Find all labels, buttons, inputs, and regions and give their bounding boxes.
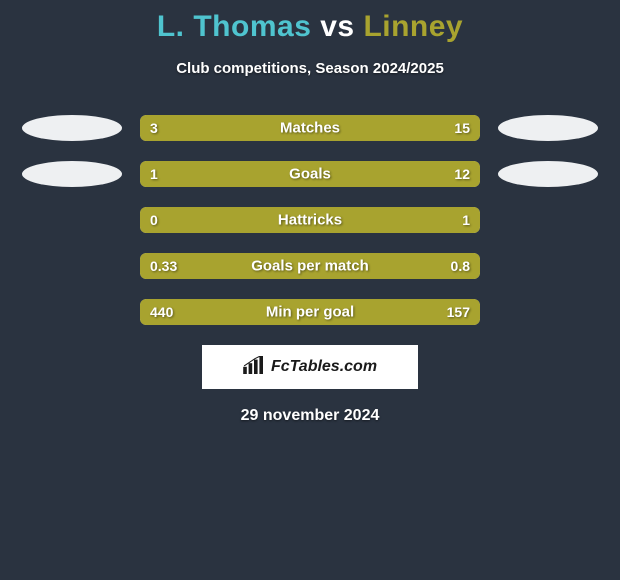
stat-value-left: 0 [150, 212, 158, 228]
stat-row: 0 Hattricks 1 [0, 207, 620, 233]
club-logo-right [498, 161, 598, 187]
bar-fill-left [140, 207, 150, 233]
club-logo-left [22, 161, 122, 187]
chart-icon [243, 356, 265, 379]
stat-value-right: 157 [447, 304, 470, 320]
stats-block: 3 Matches 15 1 Goals 12 0 Hattricks 1 0.33 Goals p… [0, 115, 620, 325]
stat-value-right: 12 [454, 166, 470, 182]
stat-row: 3 Matches 15 [0, 115, 620, 141]
stat-label: Hattricks [278, 212, 342, 229]
comparison-title: L. Thomas vs Linney [0, 0, 620, 44]
vs-text: vs [320, 10, 354, 43]
stat-value-left: 440 [150, 304, 173, 320]
stat-value-left: 3 [150, 120, 158, 136]
stat-label: Matches [280, 120, 340, 137]
bar-fill-right [201, 161, 480, 187]
player2-name: Linney [363, 10, 463, 43]
brand-badge: FcTables.com [202, 345, 418, 389]
stat-row: 1 Goals 12 [0, 161, 620, 187]
stat-label: Goals per match [251, 258, 369, 275]
stat-row: 0.33 Goals per match 0.8 [0, 253, 620, 279]
stat-bar: 1 Goals 12 [140, 161, 480, 187]
stat-bar: 3 Matches 15 [140, 115, 480, 141]
stat-value-left: 1 [150, 166, 158, 182]
stat-value-right: 1 [462, 212, 470, 228]
stat-value-right: 0.8 [451, 258, 470, 274]
club-logo-right [498, 115, 598, 141]
stat-bar: 0.33 Goals per match 0.8 [140, 253, 480, 279]
date-text: 29 november 2024 [0, 407, 620, 425]
brand-text: FcTables.com [271, 358, 377, 376]
stat-value-right: 15 [454, 120, 470, 136]
stat-row: 440 Min per goal 157 [0, 299, 620, 325]
bar-fill-left [140, 115, 198, 141]
stat-bar: 0 Hattricks 1 [140, 207, 480, 233]
club-logo-left [22, 115, 122, 141]
stat-bar: 440 Min per goal 157 [140, 299, 480, 325]
stat-label: Goals [289, 166, 331, 183]
subtitle: Club competitions, Season 2024/2025 [0, 60, 620, 77]
stat-value-left: 0.33 [150, 258, 177, 274]
player1-name: L. Thomas [157, 10, 312, 43]
stat-label: Min per goal [266, 304, 354, 321]
